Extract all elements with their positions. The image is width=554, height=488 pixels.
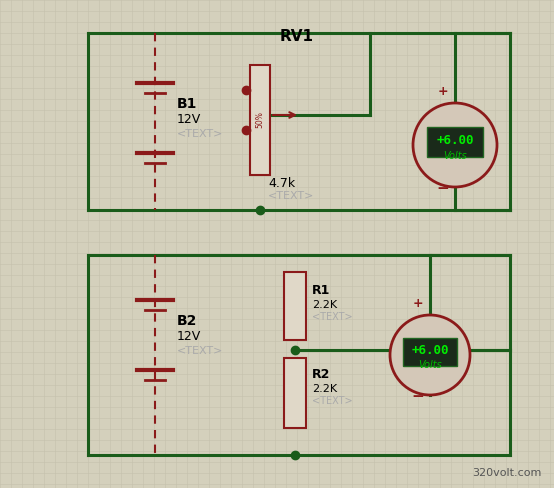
Text: 50%: 50% — [255, 112, 264, 128]
Text: B1: B1 — [177, 97, 197, 111]
Text: +6.00: +6.00 — [411, 345, 449, 358]
Text: 2.2K: 2.2K — [312, 300, 337, 310]
Text: 12V: 12V — [177, 330, 201, 343]
Text: 4.7k: 4.7k — [268, 177, 295, 190]
Text: 320volt.com: 320volt.com — [473, 468, 542, 478]
Text: −: − — [437, 181, 449, 196]
Circle shape — [413, 103, 497, 187]
Bar — [284, 272, 306, 340]
Text: <TEXT>: <TEXT> — [177, 346, 223, 356]
Text: <TEXT>: <TEXT> — [177, 129, 223, 139]
Bar — [250, 65, 270, 175]
Text: Volts: Volts — [418, 360, 442, 370]
Text: B2: B2 — [177, 314, 197, 328]
Bar — [427, 127, 483, 157]
Text: 12V: 12V — [177, 113, 201, 126]
Text: 2.2K: 2.2K — [312, 384, 337, 394]
Text: +: + — [438, 85, 448, 98]
Text: −: − — [412, 389, 424, 404]
Text: Volts: Volts — [443, 151, 467, 161]
Bar — [403, 338, 457, 366]
Text: +6.00: +6.00 — [436, 135, 474, 147]
Text: R1: R1 — [312, 284, 330, 297]
Text: +: + — [413, 297, 423, 310]
Text: <TEXT>: <TEXT> — [312, 396, 353, 406]
Circle shape — [390, 315, 470, 395]
Text: R2: R2 — [312, 368, 330, 381]
Text: RV1: RV1 — [280, 29, 314, 44]
Bar — [284, 358, 306, 428]
Text: <TEXT>: <TEXT> — [312, 312, 353, 322]
Text: <TEXT>: <TEXT> — [268, 191, 314, 201]
